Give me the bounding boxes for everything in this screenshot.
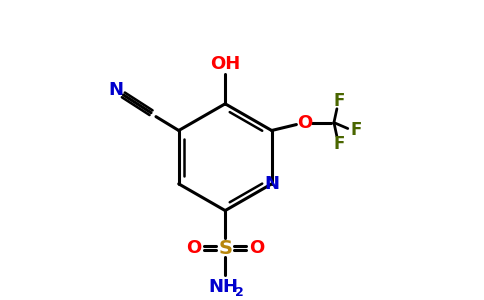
Text: N: N: [108, 81, 123, 99]
Text: F: F: [333, 92, 345, 110]
Text: O: O: [249, 239, 264, 257]
Text: S: S: [218, 238, 232, 258]
Text: F: F: [333, 135, 345, 153]
Text: OH: OH: [210, 55, 241, 73]
Text: O: O: [186, 239, 201, 257]
Text: 2: 2: [235, 286, 243, 299]
Text: O: O: [297, 114, 312, 132]
Text: F: F: [350, 122, 362, 140]
Text: N: N: [264, 175, 279, 193]
Text: NH: NH: [208, 278, 238, 296]
